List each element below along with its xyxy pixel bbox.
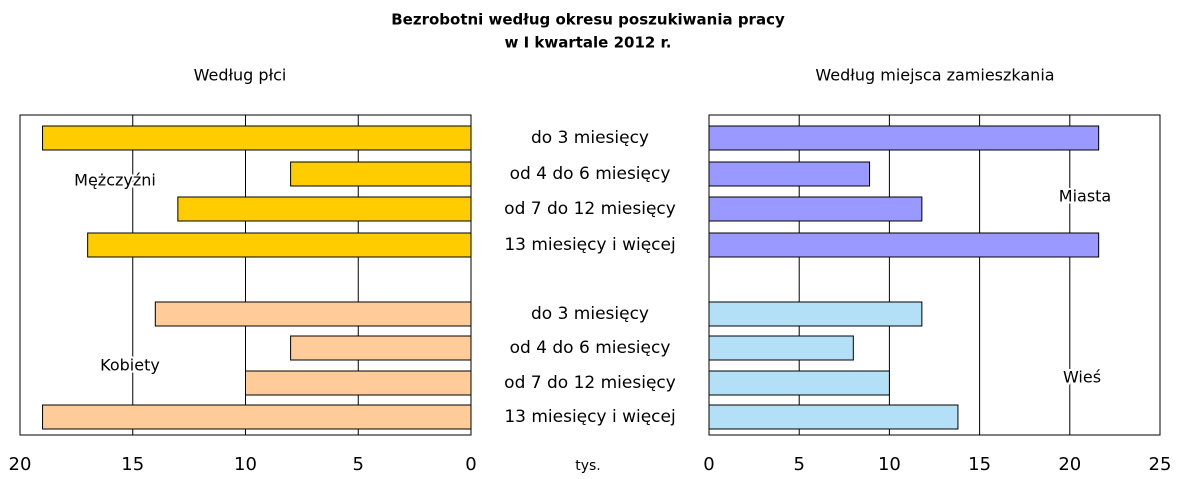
group-label: Wieś [1063,368,1101,387]
category-label: do 3 miesięcy [531,304,649,324]
category-label: od 4 do 6 miesięcy [510,164,671,184]
group-label: Mężczyźni [74,171,156,190]
x-tick-label: 0 [703,454,714,475]
bar [708,335,854,361]
x-tick-label: 5 [353,454,364,475]
bar [708,404,959,430]
bar [87,232,472,258]
group-label: Miasta [1059,187,1111,206]
bar [177,196,472,222]
group-label: Kobiety [100,356,160,375]
x-tick-label: 10 [878,454,901,475]
x-tick-label: 10 [234,454,257,475]
subtitle: Według płci [194,66,287,85]
category-label: od 4 do 6 miesięcy [510,338,671,358]
bar [708,232,1100,258]
x-tick-label: 5 [793,454,804,475]
chart-title: w I kwartale 2012 r. [505,34,672,52]
bar [290,335,472,361]
subtitle: Według miejsca zamieszkania [815,66,1054,85]
bar [154,301,472,327]
category-label: 13 miesięcy i więcej [504,235,675,255]
category-label: do 3 miesięcy [531,128,649,148]
bar [42,404,472,430]
bar [708,125,1100,151]
bar [708,301,923,327]
bar [708,196,923,222]
x-tick-label: 15 [968,454,991,475]
bar [708,370,890,396]
x-tick-label: 15 [121,454,144,475]
category-label: od 7 do 12 miesięcy [504,373,676,393]
bar [42,125,472,151]
category-label: 13 miesięcy i więcej [504,407,675,427]
chart-title: Bezrobotni według okresu poszukiwania pr… [391,11,785,29]
x-tick-label: 25 [1149,454,1172,475]
bar [290,161,472,187]
x-tick-label: 0 [465,454,476,475]
bar [245,370,472,396]
unit-label: tys. [575,458,601,474]
x-tick-label: 20 [9,454,32,475]
x-tick-label: 20 [1058,454,1081,475]
bar [708,161,871,187]
category-label: od 7 do 12 miesięcy [504,199,676,219]
